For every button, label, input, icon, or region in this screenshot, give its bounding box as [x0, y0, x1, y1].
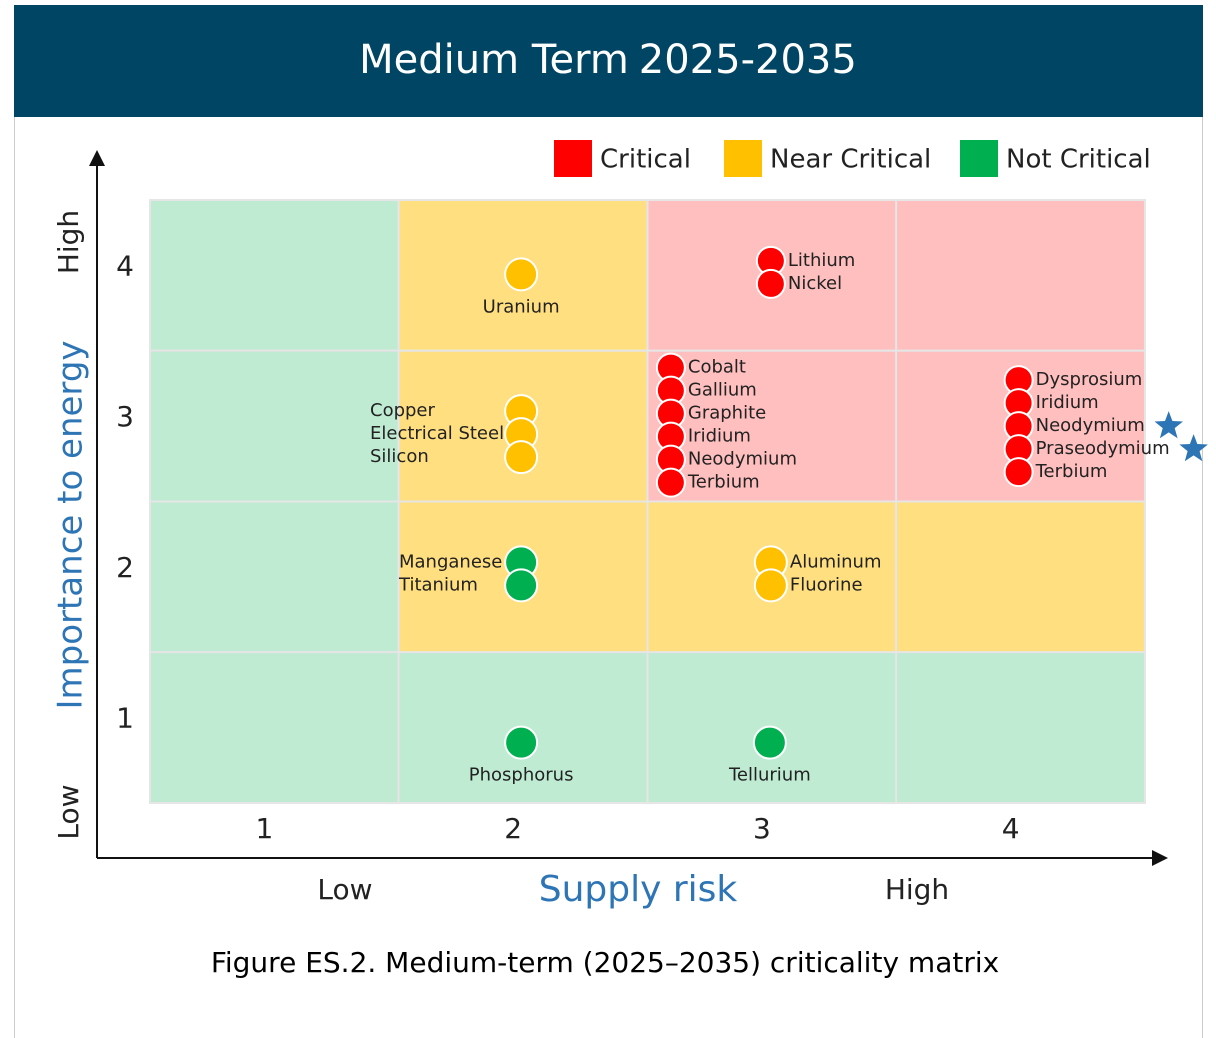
material-label: Cobalt	[688, 357, 746, 378]
material-label: Graphite	[688, 403, 766, 424]
material-label: Manganese	[399, 551, 502, 572]
x-tick-label: 2	[504, 812, 522, 845]
material-label: Fluorine	[790, 574, 863, 595]
y-tick-label: 3	[116, 400, 134, 433]
material-label: Terbium	[687, 472, 760, 493]
material-dot	[504, 257, 539, 292]
material-label: Phosphorus	[469, 765, 574, 786]
material-dot	[504, 725, 539, 760]
material-dot	[752, 725, 787, 760]
zones	[149, 199, 1146, 804]
x-axis-title: Supply risk	[539, 869, 738, 910]
material-label: Praseodymium	[1036, 438, 1170, 459]
material-label: Aluminum	[790, 551, 882, 572]
title-years: 2025-2035	[639, 37, 857, 83]
title-main: Medium Term	[359, 37, 629, 83]
legend-swatch	[724, 140, 762, 177]
material-label: Titanium	[398, 574, 478, 595]
material-label: Silicon	[370, 446, 429, 467]
material-label: Iridium	[688, 426, 751, 447]
x-high: High	[885, 873, 949, 906]
y-low: Low	[52, 784, 85, 839]
material-label: Electrical Steel	[370, 423, 504, 444]
y-tick-label: 4	[116, 249, 134, 282]
star-icon	[1154, 411, 1183, 439]
material-label: Copper	[370, 400, 436, 421]
legend-swatch	[554, 140, 592, 177]
x-arrow	[1152, 850, 1168, 866]
material-label: Lithium	[788, 250, 855, 271]
legend-label: Not Critical	[1006, 145, 1151, 175]
material-label: Dysprosium	[1036, 369, 1143, 390]
zone-cell	[646, 349, 898, 503]
x-tick-label: 1	[255, 812, 273, 845]
marks	[504, 245, 1034, 760]
y-tick-label: 2	[116, 551, 134, 584]
material-label: Tellurium	[728, 765, 811, 786]
material-label: Gallium	[688, 380, 757, 401]
y-axis-title: Importance to energy	[51, 340, 91, 709]
zone-cell	[895, 500, 1146, 654]
material-dot	[504, 568, 539, 603]
material-label: Uranium	[483, 296, 560, 317]
y-high: High	[52, 210, 85, 274]
header-title: Medium Term 2025-2035	[359, 37, 857, 83]
x-low: Low	[317, 873, 372, 906]
star-icon	[1179, 434, 1208, 462]
material-dot	[753, 568, 788, 603]
zone-cell	[149, 349, 400, 503]
legend-swatch	[960, 140, 998, 177]
x-tick-label: 4	[1002, 812, 1020, 845]
zone-cell	[895, 199, 1146, 352]
legend-label: Critical	[600, 145, 691, 175]
y-arrow	[89, 150, 105, 166]
material-label: Nickel	[788, 273, 842, 294]
y-tick-label: 1	[116, 702, 134, 735]
material-label: Terbium	[1035, 461, 1108, 482]
material-dot	[504, 440, 539, 475]
zone-cell	[149, 500, 400, 654]
material-dot	[655, 467, 686, 498]
material-label: Neodymium	[688, 449, 797, 470]
zone-cell	[149, 651, 400, 804]
legend-label: Near Critical	[770, 145, 931, 175]
zone-cell	[895, 651, 1146, 804]
caption: Figure ES.2. Medium-term (2025–2035) cri…	[211, 946, 999, 979]
material-label: Iridium	[1036, 392, 1099, 413]
x-tick-label: 3	[753, 812, 771, 845]
zone-cell	[149, 199, 400, 352]
header-band	[14, 5, 1203, 117]
material-dot	[755, 268, 786, 299]
material-dot	[1003, 457, 1034, 488]
material-label: Neodymium	[1036, 415, 1145, 436]
